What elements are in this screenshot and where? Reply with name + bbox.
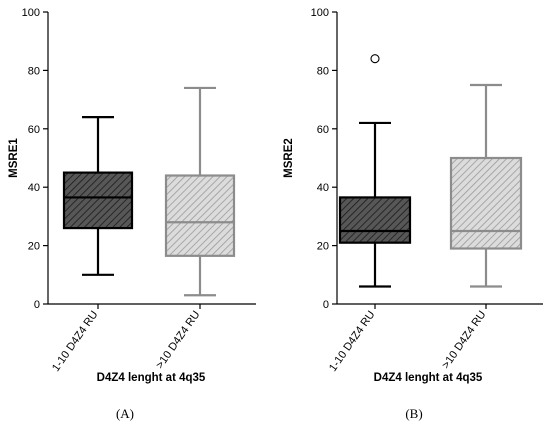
box [62, 171, 134, 230]
plot-area: 0 20 40 60 80 100 1-10 D4Z4 RU >10 D4Z4 RU [22, 7, 256, 374]
y-tick-label: 60 [317, 124, 329, 136]
y-tick-label: 80 [317, 65, 329, 77]
panel-label: (B) [405, 406, 422, 421]
box [449, 156, 523, 250]
panel-a: MSRE1 D4Z4 lenght at 4q35 (A) 0 20 40 60 80 1… [8, 7, 256, 421]
x-tick-label: >10 D4Z4 RU [154, 309, 203, 371]
x-tick-label: >10 D4Z4 RU [440, 309, 489, 371]
y-tick-label: 20 [28, 241, 40, 253]
y-tick-label: 80 [28, 65, 40, 77]
y-tick-label: 100 [311, 7, 329, 19]
panel-label: (A) [116, 406, 134, 421]
x-tick-label: 1-10 D4Z4 RU [327, 309, 378, 374]
y-tick-label: 40 [317, 182, 329, 194]
panel-b: MSRE2 D4Z4 lenght at 4q35 (B) 0 20 40 60 80 1… [283, 7, 543, 421]
y-axis-title: MSRE2 [283, 138, 295, 178]
outlier-point [370, 54, 380, 64]
plot-area: 0 20 40 60 80 100 1-10 D4Z4 RU >10 D4Z4 RU [311, 7, 543, 374]
y-tick-label: 20 [317, 241, 329, 253]
y-axis-title: MSRE1 [8, 138, 20, 178]
x-axis-title: D4Z4 lenght at 4q35 [97, 372, 206, 384]
box [338, 196, 412, 244]
x-tick-label: 1-10 D4Z4 RU [50, 309, 101, 374]
y-tick-label: 0 [34, 299, 40, 311]
y-tick-label: 40 [28, 182, 40, 194]
box [164, 174, 236, 257]
x-axis-title: D4Z4 lenght at 4q35 [374, 372, 483, 384]
y-tick-label: 60 [28, 124, 40, 136]
y-tick-label: 0 [323, 299, 329, 311]
y-tick-label: 100 [22, 7, 40, 19]
